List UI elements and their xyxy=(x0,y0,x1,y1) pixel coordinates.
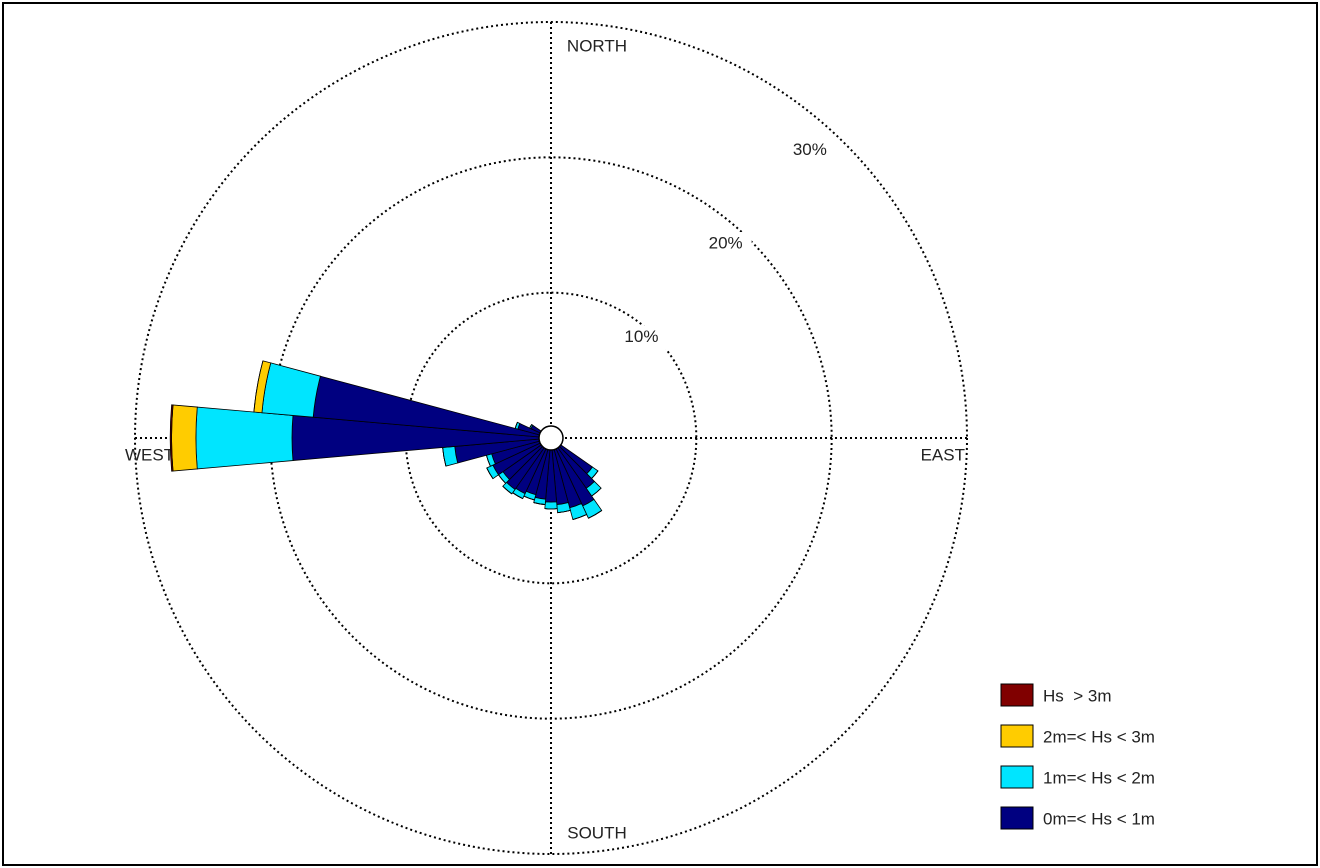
legend-swatch xyxy=(1000,806,1034,830)
legend-label: 2m=< Hs < 3m xyxy=(1043,727,1155,746)
grid-ring xyxy=(134,21,968,855)
bar-segment xyxy=(588,510,602,519)
direction-label: SOUTH xyxy=(567,823,627,842)
bar-segment xyxy=(514,422,518,429)
bar-segment xyxy=(171,404,198,472)
ring-label: 20% xyxy=(709,234,743,253)
ring-label-bg xyxy=(699,232,752,257)
ring-label-bg xyxy=(615,325,668,350)
legend-swatch xyxy=(1000,683,1034,707)
ring-label: 10% xyxy=(624,327,658,346)
bar-segment xyxy=(572,514,587,520)
center-hole xyxy=(538,425,564,451)
bar-segment xyxy=(195,406,294,470)
direction-label: WEST xyxy=(125,445,174,464)
legend-label: 1m=< Hs < 2m xyxy=(1043,768,1155,787)
bar-segment xyxy=(169,404,174,472)
bar-segment xyxy=(486,467,494,479)
bar-segment xyxy=(544,501,558,510)
legend-swatch xyxy=(1000,765,1034,789)
bar-segment xyxy=(502,485,513,495)
legend-label: Hs > 3m xyxy=(1043,686,1112,705)
legend-swatch xyxy=(1000,724,1034,748)
bar-segment xyxy=(533,502,546,505)
direction-label: EAST xyxy=(921,445,965,464)
legend-label: 0m=< Hs < 1m xyxy=(1043,809,1155,828)
ring-label: 30% xyxy=(793,140,827,159)
ring-label-bg xyxy=(783,138,836,163)
direction-label: NORTH xyxy=(567,36,627,55)
bar-segment xyxy=(253,360,264,413)
